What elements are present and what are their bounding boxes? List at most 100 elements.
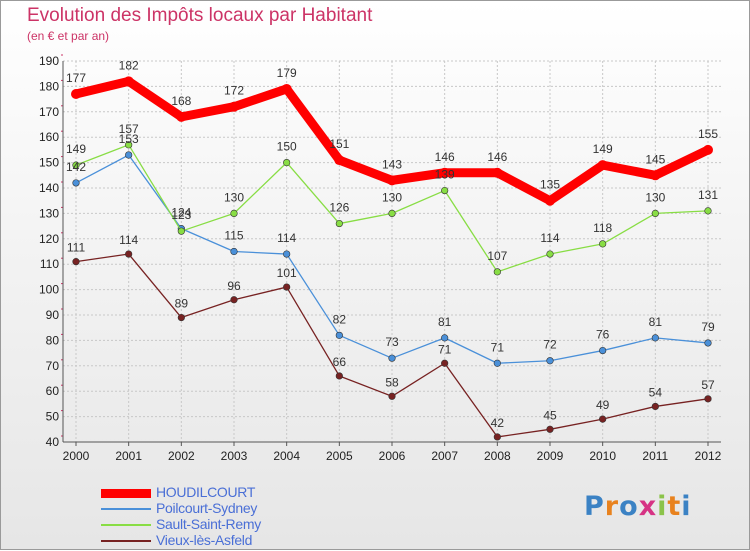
data-label-poilcourt-sydney: 124	[171, 206, 191, 220]
data-label-vieux-l-s-asfeld: 114	[119, 233, 138, 247]
data-point-houdilcourt	[439, 167, 450, 178]
data-point-poilcourt-sydney	[651, 334, 659, 342]
data-label-houdilcourt: 135	[540, 178, 560, 192]
data-point-poilcourt-sydney	[283, 250, 291, 258]
data-label-vieux-l-s-asfeld: 66	[333, 355, 347, 369]
data-point-poilcourt-sydney	[335, 331, 343, 339]
proxiti-logo: Proxiti	[584, 491, 692, 522]
legend-swatch	[101, 508, 151, 510]
legend-swatch	[101, 524, 151, 526]
data-label-vieux-l-s-asfeld: 57	[701, 378, 715, 392]
data-label-poilcourt-sydney: 114	[277, 231, 296, 245]
series-layer	[71, 76, 713, 441]
data-label-sault-saint-remy: 130	[382, 190, 402, 204]
data-label-sault-saint-remy: 123	[171, 208, 191, 222]
data-label-sault-saint-remy: 114	[540, 231, 559, 245]
logo-letter: r	[604, 491, 620, 522]
x-tick-label: 2002	[168, 449, 195, 463]
x-tick-label: 2004	[273, 449, 300, 463]
y-tick-label: 40	[46, 435, 60, 449]
axis-layer: 40 50 60 70 80 90 100 110 120 130 140 150 160 170 180 1…	[39, 54, 722, 463]
data-label-vieux-l-s-asfeld: 54	[649, 385, 663, 399]
legend-item-houdilcourt: HOUDILCOURT	[101, 484, 361, 501]
data-point-poilcourt-sydney	[441, 334, 449, 342]
chart-title: Evolution des Impôts locaux par Habitant	[27, 5, 373, 26]
data-point-poilcourt-sydney	[388, 354, 396, 362]
y-tick-label: 130	[39, 206, 59, 220]
data-label-sault-saint-remy: 157	[119, 122, 139, 136]
data-label-vieux-l-s-asfeld: 111	[67, 241, 86, 255]
y-tick-label: 180	[39, 79, 59, 93]
data-label-poilcourt-sydney: 71	[491, 340, 505, 354]
data-label-houdilcourt: 146	[487, 150, 507, 164]
x-tick-label: 2010	[589, 449, 616, 463]
data-label-layer: 111 114 89 96 101 66 58 71 42 45 49 54 57 142 153 124 11…	[66, 58, 718, 430]
x-tick-label: 2000	[63, 449, 90, 463]
data-point-sault-saint-remy	[177, 227, 185, 235]
data-label-vieux-l-s-asfeld: 96	[227, 279, 241, 293]
x-tick-label: 2001	[115, 449, 142, 463]
data-point-vieux-l-s-asfeld	[72, 258, 80, 266]
data-point-vieux-l-s-asfeld	[441, 359, 449, 367]
y-tick-label: 110	[40, 257, 59, 271]
legend-label: HOUDILCOURT	[156, 484, 256, 500]
data-label-vieux-l-s-asfeld: 89	[175, 297, 189, 311]
data-label-houdilcourt: 179	[277, 66, 297, 80]
y-tick-label: 70	[46, 359, 60, 373]
data-point-sault-saint-remy	[651, 209, 659, 217]
data-point-houdilcourt	[229, 101, 239, 112]
data-label-sault-saint-remy: 139	[435, 168, 455, 182]
data-point-sault-saint-remy	[441, 186, 449, 195]
logo-letter: P	[584, 491, 605, 522]
data-point-sault-saint-remy	[388, 209, 396, 217]
logo-letter: o	[619, 491, 639, 522]
data-point-poilcourt-sydney	[599, 346, 607, 355]
data-label-houdilcourt: 143	[382, 157, 402, 171]
data-label-poilcourt-sydney: 115	[224, 229, 243, 243]
y-tick-label: 190	[39, 54, 59, 68]
data-point-poilcourt-sydney	[704, 339, 712, 347]
x-tick-label: 2007	[431, 449, 458, 463]
y-tick-label: 170	[39, 105, 59, 119]
data-point-vieux-l-s-asfeld	[335, 372, 343, 380]
legend-item-vieux-l-s-asfeld: Vieux-lès-Asfeld	[101, 532, 361, 549]
data-label-poilcourt-sydney: 76	[596, 328, 610, 342]
data-label-houdilcourt: 155	[698, 127, 718, 141]
y-tick-label: 140	[39, 181, 59, 195]
data-label-sault-saint-remy: 131	[698, 188, 718, 202]
data-label-houdilcourt: 168	[171, 94, 191, 108]
data-label-poilcourt-sydney: 142	[66, 160, 86, 174]
data-point-sault-saint-remy	[230, 209, 238, 217]
data-point-houdilcourt	[281, 83, 292, 94]
data-label-houdilcourt: 177	[66, 71, 86, 85]
data-label-sault-saint-remy: 126	[329, 201, 349, 215]
data-point-sault-saint-remy	[283, 159, 291, 167]
x-tick-label: 2009	[537, 449, 564, 463]
y-tick-label: 120	[39, 232, 59, 246]
data-point-houdilcourt	[650, 170, 661, 181]
legend-swatch	[101, 489, 151, 498]
data-point-vieux-l-s-asfeld	[230, 296, 238, 304]
legend-swatch	[101, 540, 151, 542]
data-point-sault-saint-remy	[72, 161, 80, 169]
logo-letter: x	[638, 491, 658, 522]
legend: HOUDILCOURT Poilcourt-Sydney Sault-Saint-R…	[101, 484, 361, 549]
data-point-vieux-l-s-asfeld	[125, 250, 133, 258]
chart-subtitle: (en € et par an)	[27, 29, 110, 43]
data-point-vieux-l-s-asfeld	[599, 415, 607, 423]
data-label-vieux-l-s-asfeld: 49	[596, 398, 610, 412]
x-tick-label: 2011	[642, 449, 668, 463]
data-point-vieux-l-s-asfeld	[651, 402, 659, 411]
data-point-houdilcourt	[545, 195, 555, 206]
data-point-poilcourt-sydney	[230, 247, 238, 256]
data-label-houdilcourt: 151	[329, 137, 349, 151]
data-point-houdilcourt	[492, 167, 503, 178]
x-tick-label: 2006	[379, 449, 406, 463]
data-label-sault-saint-remy: 130	[224, 190, 244, 204]
data-label-poilcourt-sydney: 79	[701, 320, 715, 334]
legend-label: Sault-Saint-Remy	[156, 516, 261, 532]
logo-letter: i	[657, 491, 668, 522]
y-tick-label: 80	[46, 333, 60, 347]
